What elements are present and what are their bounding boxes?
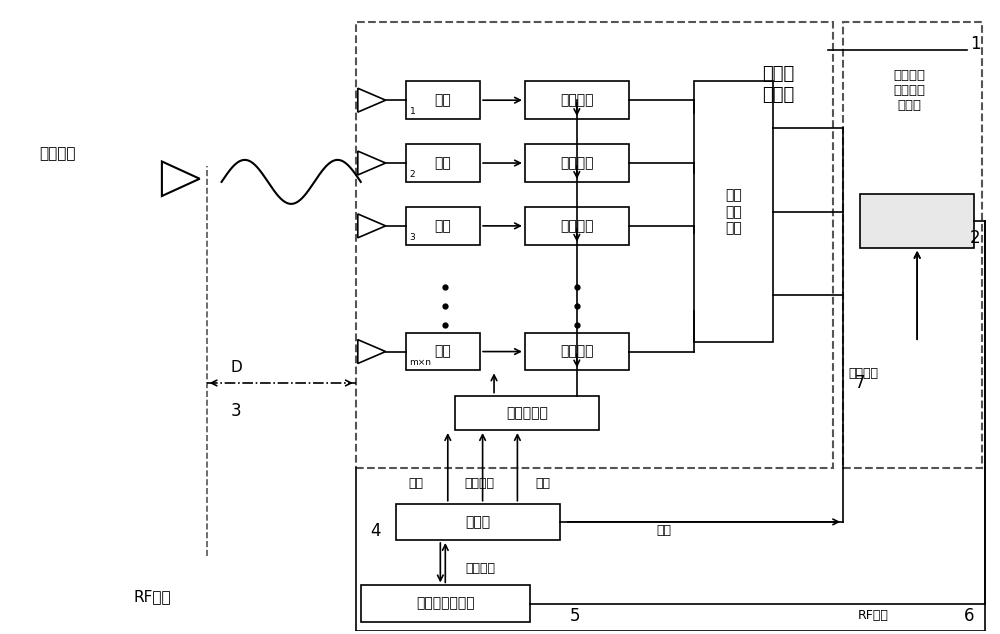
Bar — [361, 585, 530, 622]
Text: 控制: 控制 — [535, 477, 550, 490]
Text: 有源阵
列天线: 有源阵 列天线 — [762, 65, 795, 104]
Text: 低频电缆: 低频电缆 — [465, 562, 495, 575]
Text: m×n: m×n — [410, 358, 432, 367]
Text: 测试探头: 测试探头 — [39, 146, 76, 161]
Bar — [406, 144, 480, 182]
Text: 移相衰减: 移相衰减 — [560, 344, 594, 359]
Bar — [396, 503, 560, 540]
Bar — [406, 333, 480, 370]
Text: 2: 2 — [970, 230, 981, 247]
Text: 移相衰减: 移相衰减 — [560, 93, 594, 107]
Text: 2: 2 — [410, 170, 415, 179]
Text: RF电缆: RF电缆 — [857, 609, 888, 622]
Text: 放大: 放大 — [434, 156, 451, 170]
Polygon shape — [358, 151, 386, 175]
Polygon shape — [358, 340, 386, 363]
Bar — [406, 207, 480, 245]
Text: 放大: 放大 — [434, 344, 451, 359]
Bar — [525, 144, 629, 182]
Text: 工控机: 工控机 — [465, 515, 490, 529]
Text: 3: 3 — [231, 402, 242, 420]
Text: 6: 6 — [964, 607, 975, 624]
Polygon shape — [358, 88, 386, 112]
Bar — [525, 207, 629, 245]
Text: 5: 5 — [569, 607, 580, 624]
Text: 4: 4 — [370, 522, 381, 540]
Polygon shape — [162, 162, 200, 196]
Bar — [843, 22, 982, 468]
Text: 低频电缆: 低频电缆 — [464, 477, 494, 490]
Bar — [525, 333, 629, 370]
Text: 7: 7 — [855, 374, 865, 392]
Text: 低频电缆: 低频电缆 — [848, 367, 878, 380]
Text: 移相衰减: 移相衰减 — [560, 156, 594, 170]
Text: 波束
形成
网络: 波束 形成 网络 — [725, 188, 742, 235]
Text: 矢量网络分析仪: 矢量网络分析仪 — [416, 597, 475, 611]
Bar — [356, 22, 833, 468]
Text: 移相衰减: 移相衰减 — [560, 219, 594, 233]
Bar — [455, 396, 599, 430]
Text: RF信号: RF信号 — [133, 589, 171, 604]
Bar — [406, 81, 480, 119]
Text: 3: 3 — [410, 233, 415, 242]
Text: 1: 1 — [410, 107, 415, 116]
Polygon shape — [358, 214, 386, 238]
Text: 控制: 控制 — [657, 524, 672, 537]
Text: D: D — [231, 359, 242, 375]
Text: 1: 1 — [970, 35, 981, 53]
Text: 供电: 供电 — [408, 477, 423, 490]
Text: 放大: 放大 — [434, 219, 451, 233]
Text: 控制和电源: 控制和电源 — [506, 406, 548, 420]
Bar — [525, 81, 629, 119]
Text: 高精度测
量实时补
偿单元: 高精度测 量实时补 偿单元 — [894, 69, 926, 112]
Text: 放大: 放大 — [434, 93, 451, 107]
Bar — [860, 195, 974, 248]
Bar — [694, 81, 773, 342]
